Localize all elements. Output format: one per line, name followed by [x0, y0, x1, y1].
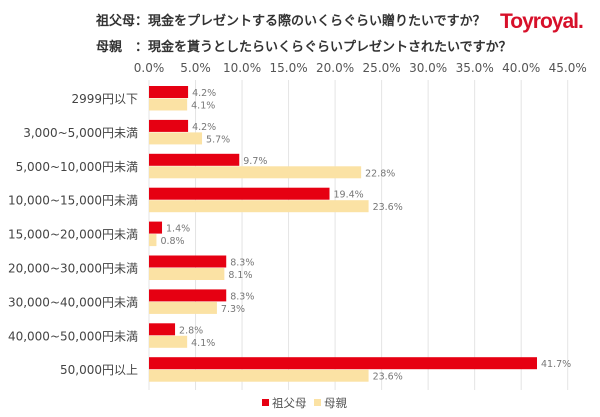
x-tick-label: 30.0%	[409, 61, 447, 75]
bar-mother	[149, 132, 203, 145]
x-tick-label: 5.0%	[180, 61, 211, 75]
x-tick-label: 45.0%	[549, 61, 587, 75]
bar-grandparent	[149, 119, 189, 132]
bar-grandparent	[149, 255, 227, 268]
data-label: 23.6%	[373, 372, 403, 383]
data-label: 4.1%	[191, 101, 215, 112]
title-line-1: 祖父母：現金をプレゼントする際のいくらぐらい贈りたいですか？	[96, 14, 486, 29]
legend-label: 祖父母	[272, 396, 307, 410]
x-tick-label: 0.0%	[134, 61, 165, 75]
legend-swatch	[262, 399, 269, 406]
bar-grandparent	[149, 221, 163, 234]
category-label: 5,000~10,000円未満	[16, 160, 138, 174]
category-label: 40,000~50,000円未満	[8, 329, 138, 343]
title-line-2: 母親 ：現金を貰うとしたらいくらぐらいプレゼントされたいですか？	[96, 40, 512, 55]
data-label: 0.8%	[160, 236, 184, 247]
category-label: 2999円以下	[71, 92, 138, 106]
data-label: 8.3%	[230, 258, 254, 269]
bar-grandparent	[149, 153, 240, 166]
x-tick-label: 10.0%	[223, 61, 261, 75]
data-label: 1.4%	[166, 224, 190, 235]
x-tick-label: 20.0%	[316, 61, 354, 75]
data-label: 8.3%	[230, 291, 254, 302]
data-label: 23.6%	[373, 202, 403, 213]
x-tick-label: 15.0%	[270, 61, 308, 75]
data-label: 7.3%	[221, 304, 245, 315]
bar-mother	[149, 335, 188, 348]
bar-grandparent	[149, 357, 537, 370]
data-label: 2.8%	[179, 325, 203, 336]
bar-grandparent	[149, 323, 176, 336]
data-label: 9.7%	[243, 156, 267, 167]
category-label: 20,000~30,000円未満	[8, 262, 138, 276]
x-tick-label: 40.0%	[502, 61, 540, 75]
bar-mother	[149, 234, 157, 247]
legend-label: 母親	[324, 396, 347, 410]
bar-mother	[149, 98, 188, 111]
data-label: 8.1%	[228, 270, 252, 281]
data-label: 4.1%	[191, 338, 215, 349]
category-label: 30,000~40,000円未満	[8, 295, 138, 309]
data-label: 22.8%	[365, 168, 395, 179]
bar-grandparent	[149, 86, 189, 98]
x-tick-label: 25.0%	[363, 61, 401, 75]
legend-swatch	[314, 399, 321, 406]
data-label: 4.2%	[192, 122, 216, 133]
bar-grandparent	[149, 187, 330, 200]
bar-mother	[149, 166, 362, 179]
bar-grandparent	[149, 289, 227, 302]
data-label: 19.4%	[334, 190, 364, 201]
toyroyal-logo: Toyroyal.	[500, 10, 584, 33]
category-label: 10,000~15,000円未満	[8, 194, 138, 208]
x-tick-label: 35.0%	[456, 61, 494, 75]
data-label: 41.7%	[541, 359, 571, 370]
category-label: 15,000~20,000円未満	[8, 228, 138, 242]
data-label: 5.7%	[206, 134, 230, 145]
category-label: 3,000~5,000円未満	[23, 126, 138, 140]
bar-mother	[149, 301, 217, 314]
category-label: 50,000円以上	[60, 363, 138, 377]
bar-mother	[149, 268, 225, 280]
data-label: 4.2%	[192, 88, 216, 99]
bar-mother	[149, 200, 369, 213]
bar-mother	[149, 369, 369, 382]
